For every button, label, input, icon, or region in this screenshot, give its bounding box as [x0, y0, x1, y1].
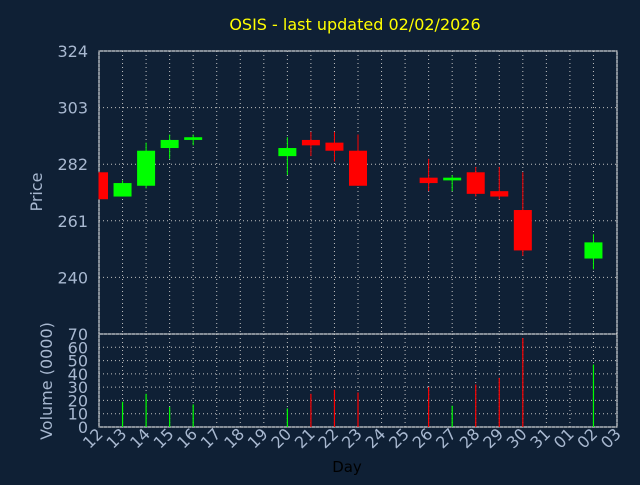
- candle-30: [513, 172, 532, 256]
- volume-tick-label: 20: [68, 391, 88, 410]
- volume-tick-label: 40: [68, 365, 88, 384]
- volume-tick-label: 50: [68, 352, 88, 371]
- candle-27: [443, 174, 462, 192]
- candle-26: [419, 158, 438, 192]
- volume-tick-label: 0: [78, 418, 88, 437]
- candle-02: [584, 234, 603, 270]
- candle-21: [301, 131, 320, 157]
- candle-29: [490, 166, 509, 200]
- candle-28: [466, 166, 485, 197]
- candle-body: [325, 142, 344, 151]
- x-axis-label: Day: [332, 458, 362, 476]
- volume-axis-label: Volume (0000): [37, 322, 56, 440]
- candle-body: [513, 210, 532, 251]
- volume-panel: 0102030405060701213141516171819202122232…: [68, 325, 625, 452]
- candle-body: [137, 150, 156, 186]
- candle-20: [278, 137, 297, 175]
- candle-23: [349, 134, 367, 186]
- volume-tick-label: 60: [68, 338, 88, 357]
- candle-15: [160, 134, 179, 159]
- candle-body: [301, 139, 320, 146]
- candle-body: [160, 139, 179, 149]
- price-tick-label: 324: [57, 42, 88, 61]
- price-panel: 240 261 282 303 324: [57, 42, 618, 335]
- candle-body: [466, 172, 485, 194]
- price-tick-label: 282: [57, 155, 88, 174]
- candle-22: [325, 131, 344, 162]
- candle-13: [113, 180, 132, 197]
- candle-14: [137, 142, 156, 189]
- price-tick-label: 240: [57, 268, 88, 287]
- price-tick-label: 261: [57, 212, 88, 231]
- x-tick-label: 03: [597, 424, 625, 452]
- volume-tick-label: 30: [68, 378, 88, 397]
- chart-title: OSIS - last updated 02/02/2026: [229, 15, 480, 34]
- candle-body: [99, 172, 108, 200]
- candle-body: [419, 177, 438, 184]
- price-tick-label: 303: [57, 99, 88, 118]
- candle-16: [184, 134, 203, 146]
- volume-tick-label: 10: [68, 405, 88, 424]
- candle-body: [584, 242, 603, 259]
- volume-tick-label: 70: [68, 325, 88, 344]
- candle-body: [349, 150, 367, 186]
- candle-body: [443, 177, 462, 181]
- candle-12: [98, 172, 108, 200]
- candle-body: [184, 137, 203, 140]
- price-axis-label: Price: [27, 172, 46, 211]
- candle-body: [278, 148, 297, 157]
- candle-body: [490, 191, 509, 197]
- candle-body: [113, 183, 132, 197]
